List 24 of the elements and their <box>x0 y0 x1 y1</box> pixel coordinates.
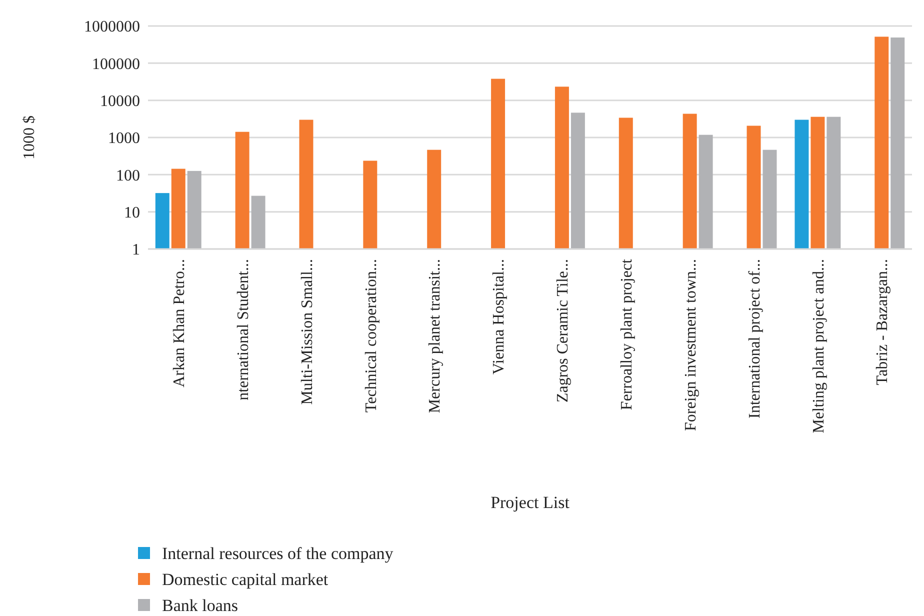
x-tick-label: Tabriz - Bazargan... <box>874 259 892 386</box>
x-tick-label: Ferroalloy plant project <box>618 258 636 410</box>
y-tick-label: 1000 <box>108 130 140 148</box>
x-tick-label: Zagros Ceramic Tile... <box>554 259 572 403</box>
x-tick-label: Melting plant project and... <box>810 259 828 434</box>
y-tick-label: 100000 <box>92 56 140 73</box>
y-tick-label: 10000 <box>100 92 140 110</box>
y-tick-label: 100 <box>116 167 140 184</box>
x-tick-label: nternational Student... <box>234 259 252 400</box>
x-tick-label: Foreign investment town... <box>682 259 700 431</box>
x-tick-label: Arkan Khan Petro... <box>170 259 188 388</box>
y-tick-label: 1 <box>132 242 140 259</box>
x-tick-label: Vienna Hospital... <box>490 259 508 374</box>
legend-label: Bank loans <box>162 596 238 615</box>
x-tick-label: Mercury planet transit... <box>426 259 444 414</box>
y-tick-label: 1000000 <box>84 18 140 36</box>
x-axis-title: Project List <box>490 493 570 512</box>
y-tick-label: 10 <box>124 204 140 222</box>
y-axis-title: 1000 $ <box>21 116 38 160</box>
x-tick-label: Technical cooperation... <box>362 259 380 412</box>
legend-label: Domestic capital market <box>162 570 328 589</box>
legend-label: Internal resources of the company <box>162 544 394 563</box>
x-tick-label: Multi-Mission Small... <box>298 259 316 405</box>
x-tick-label: International project of... <box>746 259 764 418</box>
